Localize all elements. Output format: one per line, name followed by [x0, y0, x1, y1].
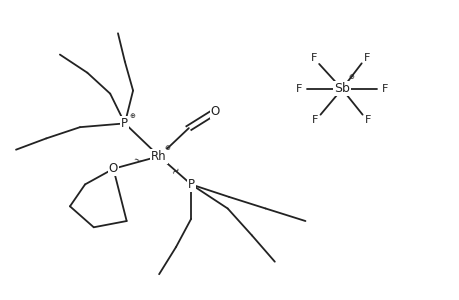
Text: ~: ~	[131, 156, 143, 168]
Text: F: F	[364, 115, 370, 125]
Text: ~: ~	[169, 164, 183, 178]
Text: F: F	[311, 115, 318, 125]
Text: Rh: Rh	[151, 150, 167, 163]
Text: ⊕: ⊕	[163, 146, 169, 152]
Text: Sb: Sb	[333, 82, 349, 95]
Text: F: F	[295, 84, 301, 94]
Text: ⊕: ⊕	[129, 113, 135, 119]
Text: F: F	[381, 84, 388, 94]
Text: P: P	[187, 178, 194, 191]
Text: F: F	[310, 53, 316, 63]
Text: F: F	[363, 53, 369, 63]
Text: P: P	[121, 117, 128, 130]
Text: O: O	[210, 105, 219, 118]
Text: ⊕: ⊕	[347, 74, 353, 80]
Text: O: O	[108, 162, 118, 175]
